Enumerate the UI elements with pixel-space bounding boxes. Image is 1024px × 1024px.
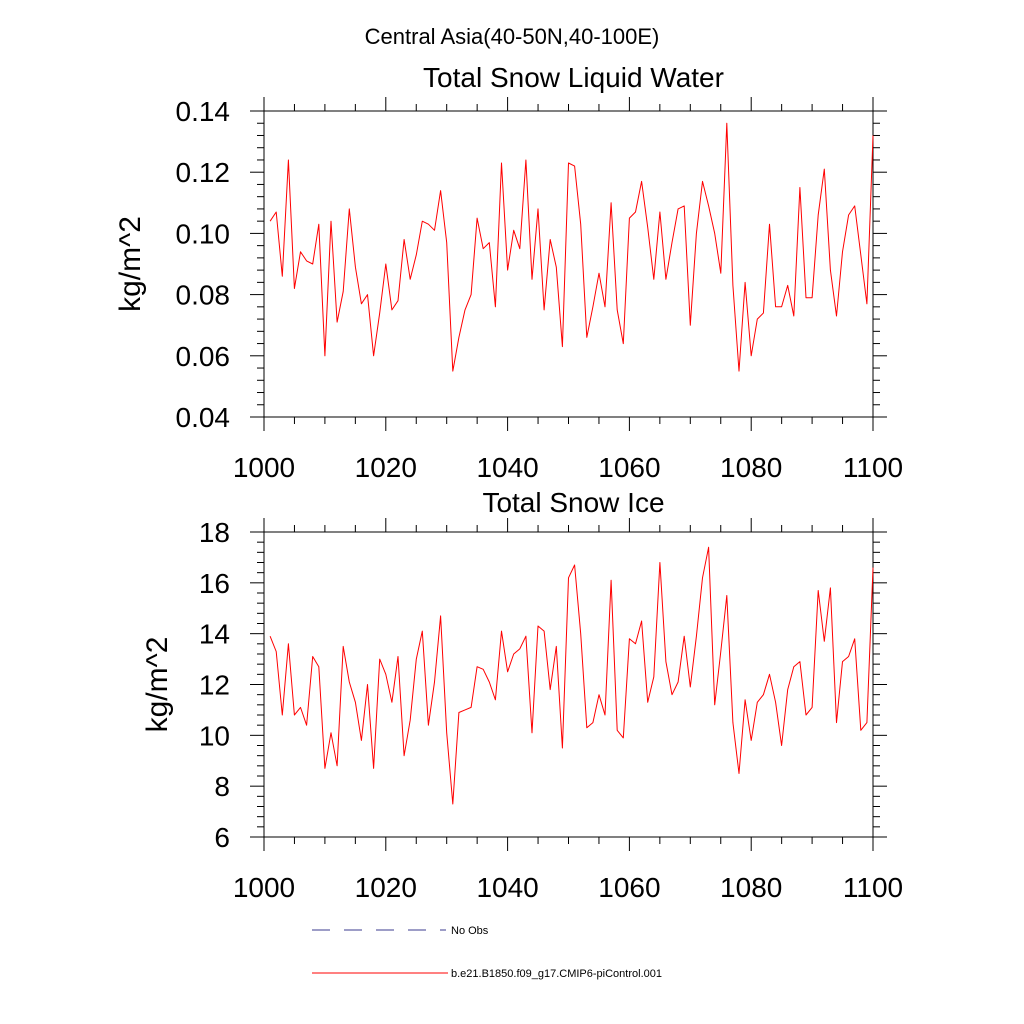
y-axis-label: kg/m^2 — [114, 216, 147, 312]
x-tick-label: 1000 — [233, 452, 295, 483]
y-tick-label: 10 — [199, 720, 230, 751]
x-tick-label: 1020 — [355, 452, 417, 483]
x-tick-label: 1040 — [476, 452, 538, 483]
y-tick-label: 8 — [214, 771, 230, 802]
x-tick-label: 1040 — [476, 872, 538, 903]
y-tick-label: 0.12 — [176, 157, 231, 188]
x-tick-label: 1100 — [843, 452, 903, 483]
y-tick-label: 12 — [199, 670, 230, 701]
figure-title: Central Asia(40-50N,40-100E) — [365, 24, 660, 49]
chart-title: Total Snow Liquid Water — [423, 62, 724, 93]
y-tick-label: 14 — [199, 619, 230, 650]
y-tick-label: 0.08 — [176, 280, 231, 311]
chart-panel-snow-liquid-water: Total Snow Liquid Water kg/m^2 1000 1020 104… — [114, 62, 903, 483]
chart-title: Total Snow Ice — [482, 487, 664, 518]
x-tick-label: 1060 — [598, 872, 660, 903]
legend-label-picontrol: b.e21.B1850.f09_g17.CMIP6-piControl.001 — [451, 968, 662, 980]
x-tick-label: 1060 — [598, 452, 660, 483]
y-tick-label: 6 — [214, 822, 230, 853]
y-tick-label: 0.06 — [176, 341, 231, 372]
chart-panel-snow-ice: Total Snow Ice kg/m^2 1000 1020 1040 1060 1080… — [141, 487, 903, 903]
series-line — [269, 546, 874, 805]
x-tick-label: 1000 — [233, 872, 295, 903]
y-tick-label: 0.10 — [176, 218, 231, 249]
y-tick-label: 18 — [199, 517, 230, 548]
x-tick-label: 1080 — [720, 452, 782, 483]
y-tick-label: 0.14 — [176, 96, 231, 127]
x-tick-label: 1080 — [720, 872, 782, 903]
x-tick-label: 1100 — [843, 872, 903, 903]
legend-label-no-obs: No Obs — [451, 925, 489, 937]
legend: No Obs b.e21.B1850.f09_g17.CMIP6-piContr… — [312, 925, 662, 980]
series-line — [269, 122, 874, 372]
x-tick-label: 1020 — [355, 872, 417, 903]
y-tick-label: 0.04 — [176, 402, 231, 433]
y-axis-label: kg/m^2 — [141, 637, 174, 733]
y-tick-label: 16 — [199, 568, 230, 599]
